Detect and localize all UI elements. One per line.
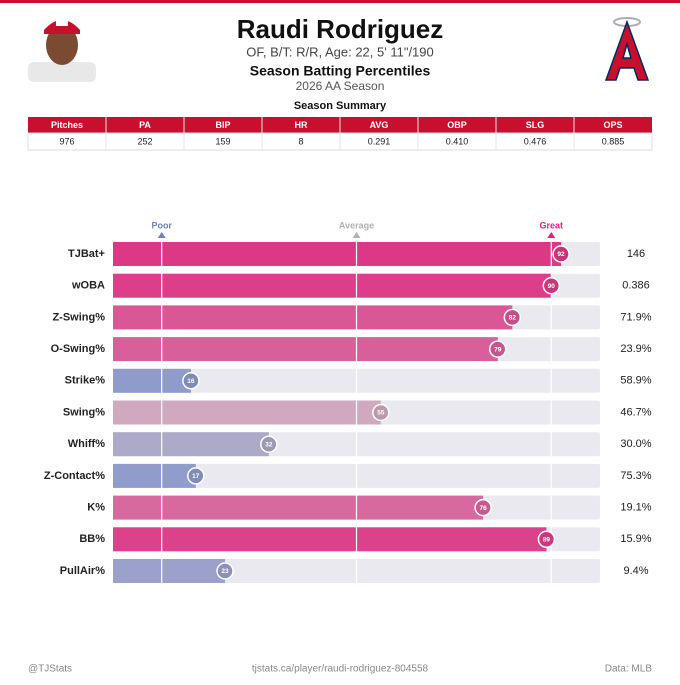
stat-value: 75.3% xyxy=(620,470,651,482)
bar xyxy=(113,559,226,583)
value-label: 55 xyxy=(377,410,385,417)
table-cell: 0.885 xyxy=(602,136,625,146)
value-marker xyxy=(187,467,205,485)
table-header: OBP xyxy=(447,120,467,130)
bar xyxy=(113,305,513,330)
table-header: OPS xyxy=(603,120,622,130)
value-label: 23 xyxy=(221,568,229,575)
y-tick-label: O-Swing% xyxy=(51,343,106,355)
y-tick-label: K% xyxy=(87,502,105,514)
value-label: 92 xyxy=(557,251,565,258)
y-tick-label: BB% xyxy=(79,533,105,545)
table-cell: 0.476 xyxy=(524,136,547,146)
value-label: 79 xyxy=(494,346,502,353)
x-tick-marker xyxy=(547,232,556,238)
value-marker xyxy=(372,403,390,422)
bar xyxy=(113,495,484,520)
bar xyxy=(113,368,191,393)
footer-center: tjstats.ca/player/raudi-rodriguez-804558 xyxy=(252,664,429,675)
footer-left: @TJStats xyxy=(28,664,72,675)
stat-value: 23.9% xyxy=(620,343,651,355)
bar xyxy=(113,273,552,298)
value-marker xyxy=(182,372,200,390)
bar xyxy=(113,400,381,425)
value-label: 89 xyxy=(543,537,551,544)
table-header: PA xyxy=(139,120,151,130)
stat-value: 46.7% xyxy=(620,406,651,418)
table-header: SLG xyxy=(526,120,545,130)
top-border xyxy=(0,0,680,3)
table-cell: 0.291 xyxy=(368,136,391,146)
value-label: 76 xyxy=(480,505,488,512)
y-tick-label: Whiff% xyxy=(68,438,105,450)
stat-value: 71.9% xyxy=(620,311,651,323)
x-tick-label: Great xyxy=(540,220,564,230)
value-marker xyxy=(260,435,278,453)
x-tick-marker xyxy=(352,232,361,238)
stat-value: 9.4% xyxy=(623,565,648,577)
bar xyxy=(113,432,269,457)
x-tick-label: Average xyxy=(339,220,374,230)
bar xyxy=(113,527,547,552)
y-tick-label: Strike% xyxy=(65,375,106,387)
y-tick-label: Z-Contact% xyxy=(44,470,105,482)
y-tick-label: TJBat+ xyxy=(68,248,105,260)
summary-title: Season Summary xyxy=(294,100,387,112)
y-tick-label: Swing% xyxy=(63,406,105,418)
table-header: AVG xyxy=(370,120,389,130)
chart-title: Season Batting Percentiles xyxy=(250,63,431,79)
value-marker xyxy=(488,340,507,358)
value-marker xyxy=(542,276,561,295)
stat-value: 15.9% xyxy=(620,533,651,545)
player-headshot xyxy=(28,18,96,82)
table-cell: 252 xyxy=(137,136,152,146)
team-logo xyxy=(604,17,650,81)
table-cell: 976 xyxy=(59,136,74,146)
player-name: Raudi Rodriguez xyxy=(237,14,444,44)
value-marker xyxy=(216,562,234,580)
value-label: 32 xyxy=(265,441,273,448)
value-label: 82 xyxy=(509,315,517,322)
table-header: Pitches xyxy=(51,120,83,130)
bar xyxy=(113,242,562,266)
value-marker xyxy=(552,245,570,263)
footer-right: Data: MLB xyxy=(605,664,653,675)
table-cell: 0.410 xyxy=(446,136,469,146)
value-marker xyxy=(474,498,492,517)
table-header: BIP xyxy=(215,120,230,130)
bar xyxy=(113,463,196,488)
value-label: 16 xyxy=(187,378,195,385)
stat-value: 58.9% xyxy=(620,375,651,387)
value-marker xyxy=(503,308,522,327)
season: 2026 AA Season xyxy=(296,79,385,93)
value-label: 17 xyxy=(192,473,200,480)
table-cell: 8 xyxy=(298,136,303,146)
player-info: OF, B/T: R/R, Age: 22, 5' 11"/190 xyxy=(246,44,434,59)
y-tick-label: wOBA xyxy=(71,280,105,292)
bar xyxy=(113,337,498,362)
stat-value: 146 xyxy=(627,248,645,260)
y-tick-label: Z-Swing% xyxy=(52,311,105,323)
table-cell: 159 xyxy=(215,136,230,146)
value-marker xyxy=(537,530,556,549)
stat-value: 0.386 xyxy=(622,280,650,292)
stat-value: 19.1% xyxy=(620,502,651,514)
value-label: 90 xyxy=(548,283,556,290)
x-tick-marker xyxy=(157,232,166,238)
x-tick-label: Poor xyxy=(151,220,172,230)
y-tick-label: PullAir% xyxy=(60,565,105,577)
table-header: HR xyxy=(295,120,308,130)
stat-value: 30.0% xyxy=(620,438,651,450)
